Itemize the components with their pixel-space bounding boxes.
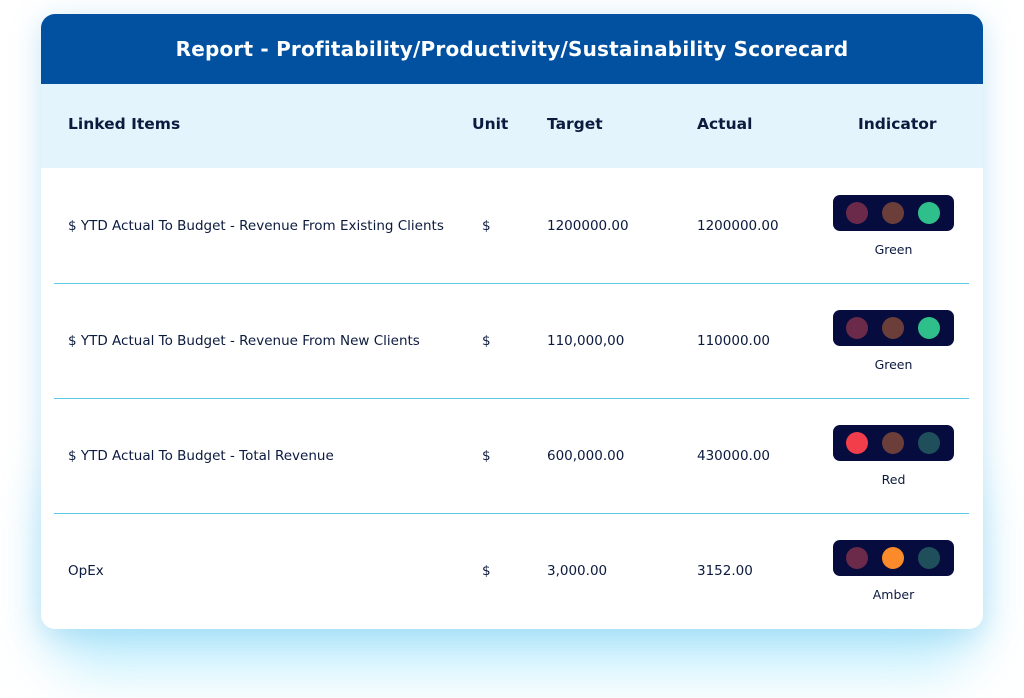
green-lamp-icon xyxy=(918,202,940,224)
traffic-light-indicator xyxy=(833,195,954,231)
linked-item-cell: $ YTD Actual To Budget - Revenue From Ex… xyxy=(68,218,444,234)
scorecard-card: Report - Profitability/Productivity/Sust… xyxy=(41,14,983,629)
indicator-status-label: Amber xyxy=(872,587,915,602)
report-title: Report - Profitability/Productivity/Sust… xyxy=(175,37,849,61)
actual-cell: 430000.00 xyxy=(697,448,771,464)
actual-cell: 110000.00 xyxy=(697,333,771,349)
target-cell: 3,000.00 xyxy=(547,563,608,579)
indicator-status-label: Red xyxy=(881,472,906,487)
table-header: Linked Items Unit Target Actual Indicato… xyxy=(41,84,983,168)
table-row: $ YTD Actual To Budget - Revenue From Ne… xyxy=(41,283,983,398)
indicator-status-label: Green xyxy=(874,242,913,257)
green-lamp-icon xyxy=(918,317,940,339)
header-unit: Unit xyxy=(472,115,509,133)
table-row: $ YTD Actual To Budget - Total Revenue $… xyxy=(41,398,983,513)
indicator-status-label: Green xyxy=(874,357,913,372)
linked-item-cell: OpEx xyxy=(68,563,104,579)
table-row: OpEx $ 3,000.00 3152.00 Amber xyxy=(41,513,983,628)
header-indicator: Indicator xyxy=(858,115,937,133)
table-body: $ YTD Actual To Budget - Revenue From Ex… xyxy=(41,168,983,628)
red-lamp-icon xyxy=(846,317,868,339)
red-lamp-icon xyxy=(846,547,868,569)
traffic-light-indicator xyxy=(833,310,954,346)
unit-cell: $ xyxy=(482,333,491,349)
green-lamp-icon xyxy=(918,432,940,454)
amber-lamp-icon xyxy=(882,202,904,224)
amber-lamp-icon xyxy=(882,317,904,339)
unit-cell: $ xyxy=(482,218,491,234)
target-cell: 600,000.00 xyxy=(547,448,625,464)
header-linked-items: Linked Items xyxy=(68,115,181,133)
unit-cell: $ xyxy=(482,448,491,464)
linked-item-cell: $ YTD Actual To Budget - Total Revenue xyxy=(68,448,334,464)
red-lamp-icon xyxy=(846,432,868,454)
red-lamp-icon xyxy=(846,202,868,224)
actual-cell: 3152.00 xyxy=(697,563,753,579)
header-actual: Actual xyxy=(697,115,753,133)
header-target: Target xyxy=(547,115,603,133)
title-bar: Report - Profitability/Productivity/Sust… xyxy=(41,14,983,84)
traffic-light-indicator xyxy=(833,425,954,461)
actual-cell: 1200000.00 xyxy=(697,218,779,234)
traffic-light-indicator xyxy=(833,540,954,576)
green-lamp-icon xyxy=(918,547,940,569)
target-cell: 1200000.00 xyxy=(547,218,629,234)
amber-lamp-icon xyxy=(882,547,904,569)
amber-lamp-icon xyxy=(882,432,904,454)
unit-cell: $ xyxy=(482,563,491,579)
table-row: $ YTD Actual To Budget - Revenue From Ex… xyxy=(41,168,983,283)
linked-item-cell: $ YTD Actual To Budget - Revenue From Ne… xyxy=(68,333,420,349)
target-cell: 110,000,00 xyxy=(547,333,625,349)
